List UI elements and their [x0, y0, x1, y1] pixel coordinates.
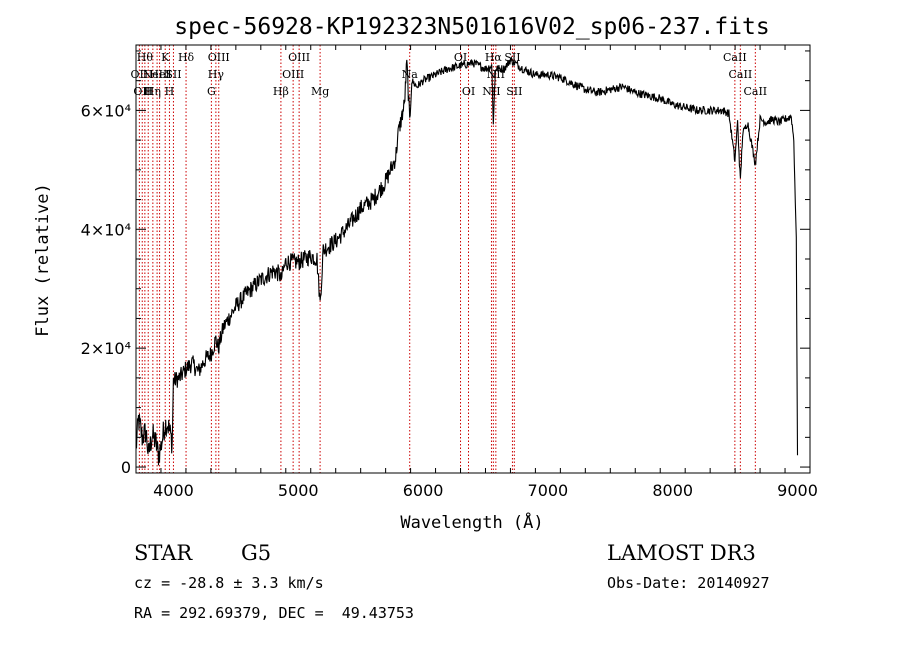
spectrum-line — [135, 55, 799, 466]
line-marker-label-5: NeIII — [143, 68, 172, 81]
line-marker-label-10: Hδ — [178, 51, 195, 64]
line-marker-labels: OIIOIIHθHHηNeIIIHeIKHSIIHδGHγOIIIHβOIIIO… — [131, 51, 768, 98]
line-marker-label-1: OII — [133, 85, 151, 98]
line-marker-label-18: Na — [402, 68, 419, 81]
line-marker-label-14: Hβ — [273, 85, 289, 98]
x-tick-label-5000: 5000 — [278, 481, 319, 500]
x-tick-label-6000: 6000 — [403, 481, 444, 500]
y-axis-ticks: 0 2×10⁴ 4×10⁴ 6×10⁴ — [81, 50, 810, 477]
y-tick-label-40000: 4×10⁴ — [81, 220, 131, 239]
y-tick-label-20000: 2×10⁴ — [81, 339, 131, 358]
y-tick-label-0: 0 — [121, 458, 131, 477]
line-marker-label-15: OIII — [282, 68, 304, 81]
x-tick-label-7000: 7000 — [528, 481, 569, 500]
line-marker-label-19: OI — [454, 51, 467, 64]
line-marker-label-9: SII — [165, 68, 181, 81]
line-marker-label-7: K — [161, 51, 170, 64]
line-marker-label-13: OIII — [208, 51, 230, 64]
survey-name: LAMOST DR3 — [607, 541, 756, 565]
observation-date: Obs-Date: 20140927 — [607, 574, 770, 592]
chart-title: spec-56928-KP192323N501616V02_sp06-237.f… — [174, 14, 769, 40]
y-tick-label-60000: 6×10⁴ — [81, 101, 131, 120]
coordinates-readout: RA = 292.69379, DEC = 49.43753 — [134, 604, 414, 622]
line-marker-label-8: H — [165, 85, 175, 98]
line-marker-label-3: H — [143, 85, 153, 98]
line-marker-label-16: OIII — [288, 51, 310, 64]
redshift-readout: cz = -28.8 ± 3.3 km/s — [134, 574, 324, 592]
line-marker-label-6: HeI — [149, 68, 169, 81]
line-markers — [138, 45, 756, 473]
x-tick-label-9000: 9000 — [777, 481, 818, 500]
line-marker-label-17: Mg — [311, 85, 329, 98]
line-marker-label-21: NII — [482, 85, 500, 98]
line-marker-label-26: CaII — [723, 51, 747, 64]
line-marker-label-20: OI — [462, 85, 475, 98]
x-axis-ticks: 4000 5000 6000 7000 8000 9000 — [135, 45, 818, 500]
spectrum-series — [135, 55, 799, 466]
line-marker-label-25: SII — [506, 85, 522, 98]
x-tick-label-8000: 8000 — [652, 481, 693, 500]
line-marker-label-4: Hη — [145, 85, 161, 98]
line-marker-label-2: Hθ — [137, 51, 154, 64]
line-marker-label-27: CaII — [729, 68, 753, 81]
x-tick-label-4000: 4000 — [153, 481, 194, 500]
y-axis-label: Flux (relative) — [33, 183, 53, 337]
line-marker-label-28: CaII — [743, 85, 767, 98]
x-axis-label: Wavelength (Å) — [400, 511, 543, 533]
line-marker-label-22: Hα — [485, 51, 503, 64]
line-marker-label-0: OII — [131, 68, 149, 81]
object-subclass: G5 — [241, 541, 272, 565]
line-marker-label-12: Hγ — [208, 68, 225, 81]
line-marker-label-11: G — [207, 85, 216, 98]
object-type: STAR — [134, 541, 193, 565]
